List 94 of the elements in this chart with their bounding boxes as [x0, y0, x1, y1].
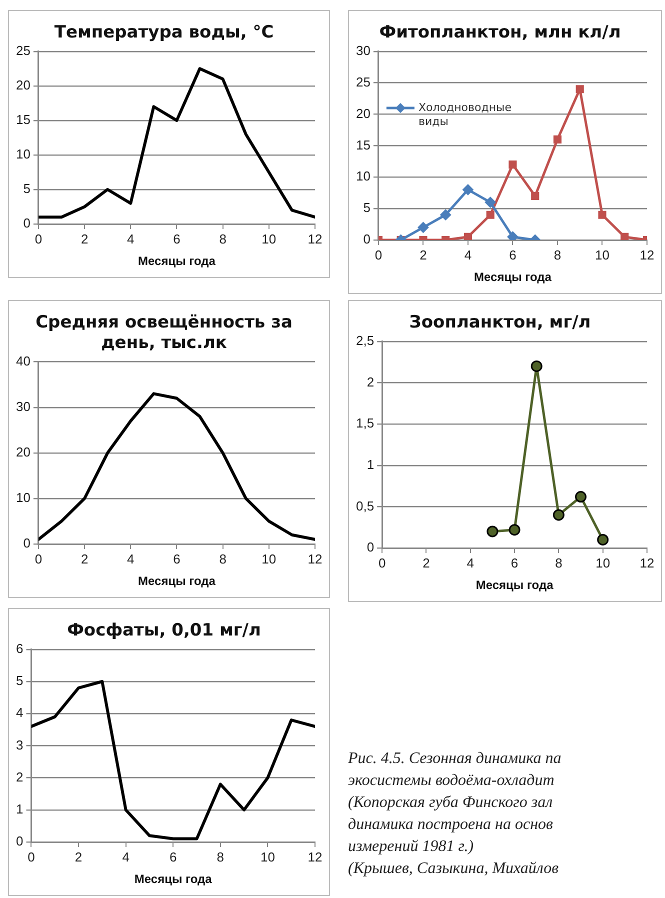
y-tick-label: 15: [356, 137, 370, 152]
x-axis-title: Месяцы года: [138, 574, 216, 588]
x-axis-title: Месяцы года: [138, 254, 216, 268]
y-tick-label: 25: [16, 42, 30, 58]
x-tick-label: 8: [219, 231, 226, 246]
x-tick-label: 2: [80, 551, 88, 566]
y-tick-label: 5: [16, 673, 24, 688]
point: [530, 360, 542, 372]
x-tick-label: 4: [127, 231, 134, 246]
y-tick-label: 10: [16, 146, 30, 162]
x-tick-label: 12: [308, 231, 322, 246]
x-tick-label: 6: [510, 555, 518, 570]
point: [484, 196, 496, 208]
y-tick-label: 6: [16, 640, 24, 656]
x-tick-label: 10: [596, 555, 610, 570]
x-tick-label: 4: [464, 247, 472, 262]
x-tick-label: 8: [555, 555, 562, 570]
y-tick-label: 20: [16, 78, 30, 92]
point: [531, 192, 540, 200]
y-tick-label: 2: [16, 769, 24, 784]
chart-title: Зоопланктон, мг/л: [409, 312, 591, 333]
x-tick-label: 2: [420, 247, 427, 262]
y-tick-label: 30: [356, 42, 370, 58]
point: [620, 232, 629, 240]
y-tick-label: 10: [16, 490, 30, 506]
point: [418, 222, 429, 233]
y-tick-label: 0: [23, 216, 30, 231]
x-tick-label: 8: [219, 551, 226, 566]
x-tick-label: 8: [554, 247, 562, 262]
chart-title: Фитопланктон, млн кл/л: [379, 22, 621, 43]
chart-title: Фосфаты, 0,01 мг/л: [67, 620, 261, 641]
point: [508, 160, 517, 169]
point: [598, 210, 606, 219]
x-tick-label: 0: [378, 555, 386, 570]
point: [486, 210, 494, 219]
x-tick-label: 6: [173, 231, 180, 246]
point: [552, 509, 564, 521]
y-tick-label: 1: [366, 456, 374, 472]
x-axis-title: Месяцы года: [474, 270, 552, 284]
chart-title: Средняя освещённость за день, тыс.лк: [36, 312, 292, 354]
y-tick-label: 0: [16, 834, 24, 849]
x-tick-label: 8: [216, 849, 224, 864]
x-tick-label: 2: [80, 231, 88, 246]
point: [507, 231, 518, 240]
x-tick-label: 4: [127, 551, 134, 566]
legend-label: Холодноводные виды: [418, 100, 512, 128]
x-tick-label: 2: [74, 849, 82, 864]
y-tick-label: 3: [16, 737, 24, 752]
point: [462, 184, 474, 196]
x-tick-label: 10: [262, 231, 276, 246]
y-tick-label: 0,5: [356, 498, 374, 514]
x-tick-label: 2: [422, 555, 430, 570]
x-tick-label: 12: [308, 849, 322, 864]
y-tick-label: 15: [16, 112, 30, 128]
point: [464, 232, 472, 240]
y-tick-label: 0: [23, 536, 30, 551]
text: Рис. 4.5. Сезонная динамика па экосистемы водоёма-охладит (Копорская губа Финского зал динамика построена на основ измерений 1981 г.) (Крышев, Сазыкина, Михайлов: [348, 749, 562, 879]
x-tick-label: 6: [509, 247, 516, 262]
y-tick-label: 25: [356, 74, 370, 90]
point: [508, 524, 520, 536]
x-tick-label: 4: [466, 555, 474, 570]
y-tick-label: 1,5: [356, 416, 374, 431]
y-tick-label: 4: [16, 705, 24, 720]
y-tick-label: 2,5: [356, 332, 374, 348]
point: [597, 534, 609, 546]
x-tick-label: 12: [640, 555, 654, 570]
x-axis-title: Месяцы года: [134, 872, 212, 886]
x-tick-label: 12: [308, 551, 322, 566]
y-tick-label: 20: [16, 444, 30, 460]
y-tick-label: 5: [363, 200, 370, 216]
y-tick-label: 30: [16, 398, 30, 414]
y-tick-label: 10: [356, 168, 370, 184]
y-tick-label: 0: [366, 540, 374, 555]
point: [575, 491, 587, 503]
y-tick-label: 5: [23, 181, 30, 196]
y-tick-label: 40: [16, 353, 30, 368]
x-tick-label: 4: [122, 849, 130, 864]
y-tick-label: 20: [356, 106, 370, 121]
x-tick-label: 6: [173, 551, 180, 566]
x-tick-label: 12: [640, 247, 654, 262]
x-tick-label: 10: [262, 551, 276, 566]
point: [576, 85, 584, 94]
x-axis-title: Месяцы года: [476, 578, 554, 592]
x-tick-label: 10: [260, 849, 275, 864]
chart-title: Температура воды, °C: [54, 22, 274, 43]
x-tick-label: 6: [170, 849, 177, 864]
point: [440, 209, 452, 220]
x-tick-label: 0: [34, 551, 42, 566]
y-tick-label: 1: [16, 801, 24, 816]
point: [486, 526, 498, 538]
y-tick-label: 2: [366, 374, 374, 390]
x-tick-label: 0: [34, 231, 42, 246]
point: [553, 135, 562, 144]
x-tick-label: 10: [595, 247, 610, 262]
